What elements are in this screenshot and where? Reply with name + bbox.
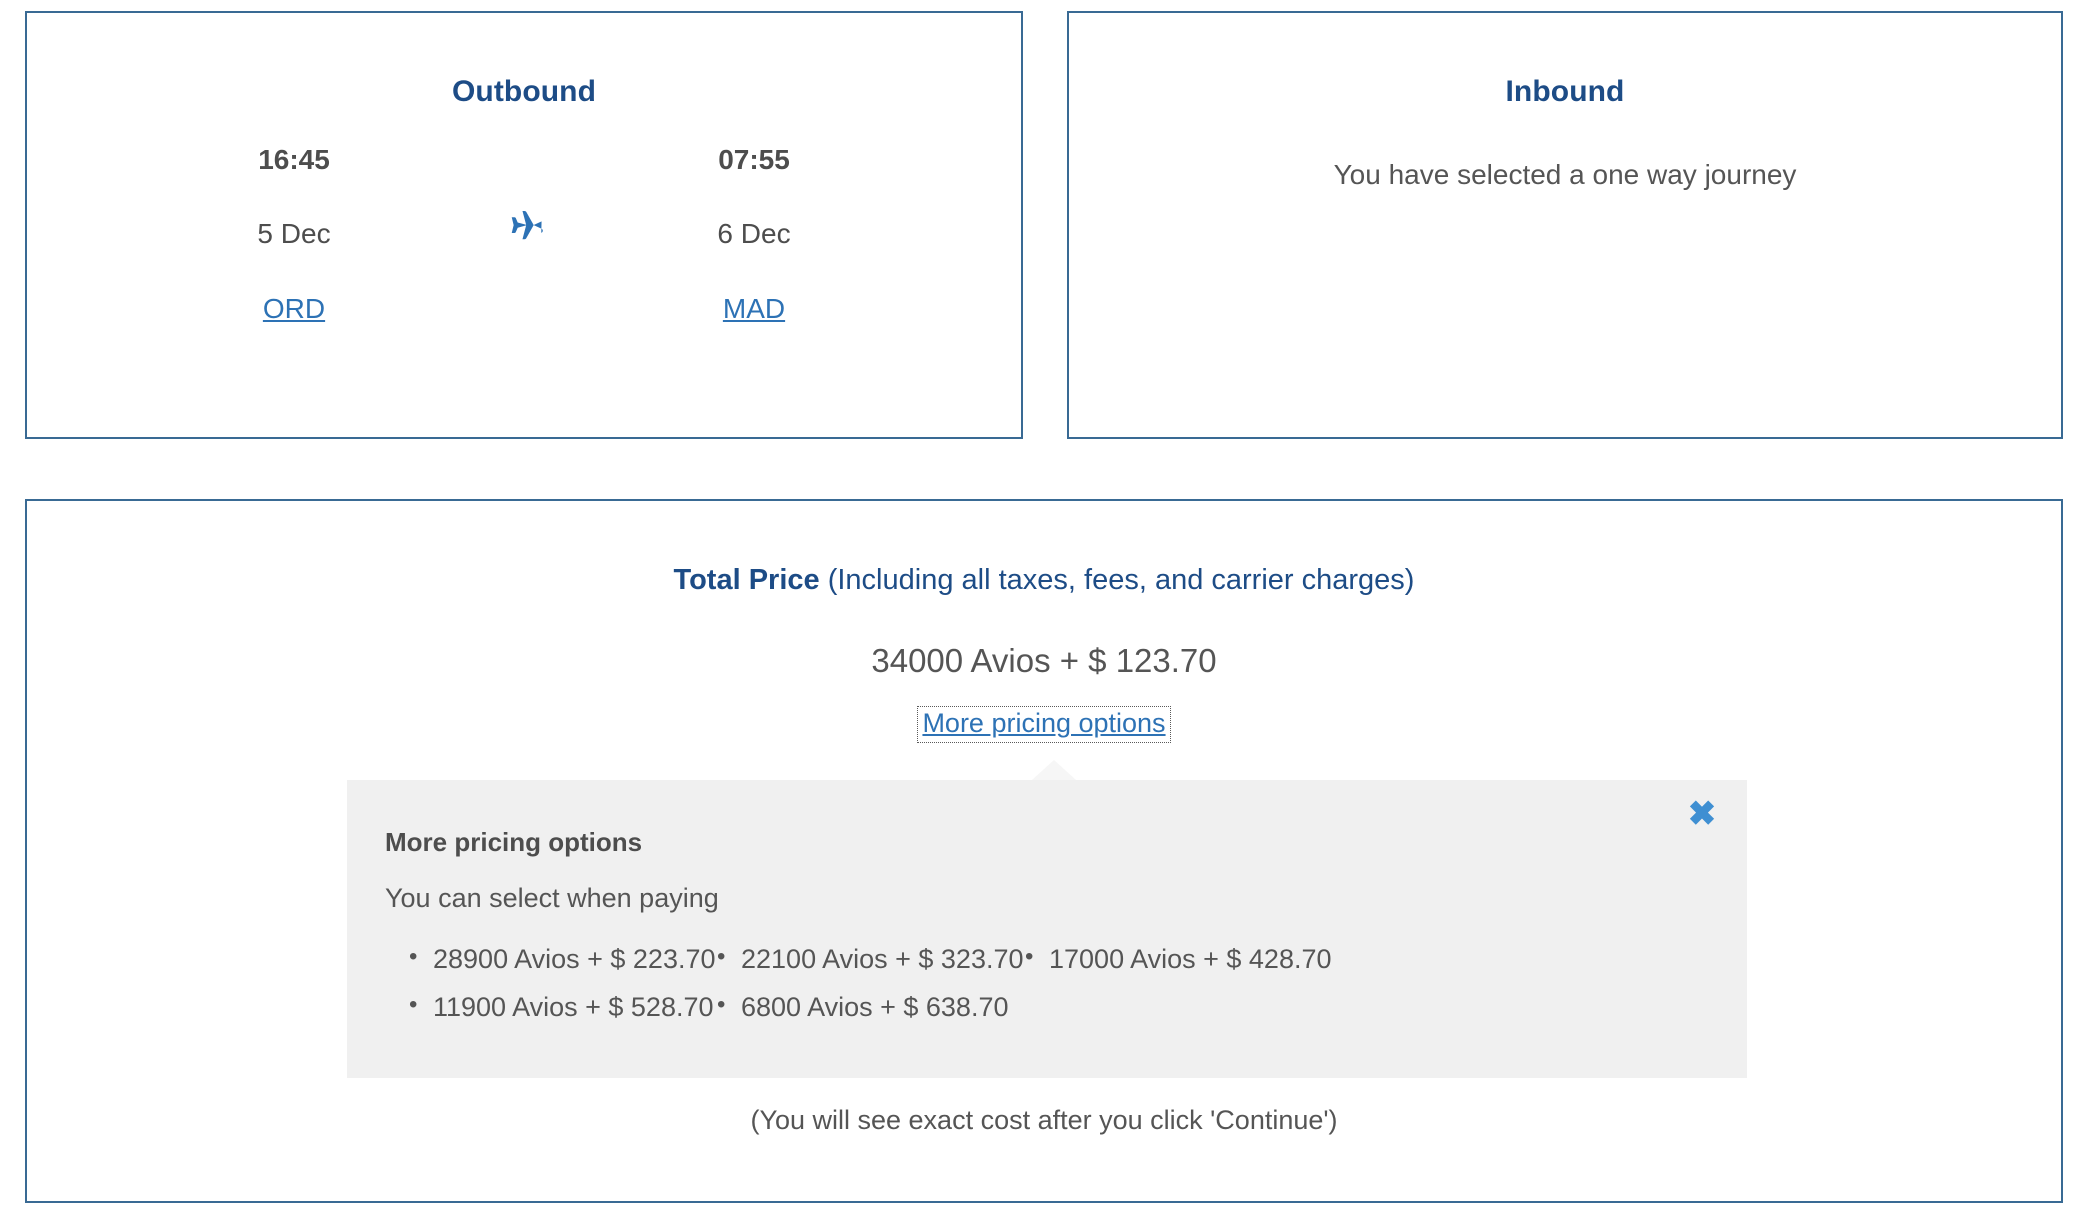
journey-cards-row: Outbound 16:45 5 Dec ORD 07:55: [25, 11, 2063, 439]
departure-airport-link[interactable]: ORD: [262, 292, 326, 324]
popover-caret-icon: [1032, 760, 1076, 780]
more-pricing-options-popover: ✖ More pricing options You can select wh…: [347, 760, 1747, 1078]
arrival-time: 07:55: [718, 144, 790, 175]
inbound-note: You have selected a one way journey: [1333, 159, 1797, 190]
arrival-date: 6 Dec: [717, 217, 791, 249]
outbound-departure-column: 16:45 5 Dec ORD: [144, 144, 444, 324]
total-price-heading: Total Price (Including all taxes, fees, …: [27, 563, 2061, 598]
inbound-card: Inbound You have selected a one way jour…: [1067, 11, 2063, 439]
arrival-airport-link[interactable]: MAD: [722, 292, 786, 324]
total-price-card: Total Price (Including all taxes, fees, …: [25, 499, 2063, 1203]
departure-date: 5 Dec: [257, 217, 331, 249]
close-icon[interactable]: ✖: [1687, 795, 1717, 833]
total-price-subtext: (Including all taxes, fees, and carrier …: [819, 564, 1415, 596]
list-item[interactable]: 28900 Avios + $ 223.70: [407, 943, 716, 975]
popover-subtitle: You can select when paying: [385, 883, 719, 913]
outbound-arrival-column: 07:55 6 Dec MAD: [604, 144, 904, 324]
price-footnote: (You will see exact cost after you click…: [750, 1105, 1338, 1135]
outbound-title: Outbound: [451, 75, 597, 108]
total-price-amount: 34000 Avios + $ 123.70: [871, 641, 1217, 679]
list-item[interactable]: 17000 Avios + $ 428.70: [1023, 943, 1332, 975]
outbound-card: Outbound 16:45 5 Dec ORD 07:55: [25, 11, 1023, 439]
more-pricing-options-link[interactable]: More pricing options: [917, 706, 1171, 744]
airplane-icon: [501, 205, 547, 251]
list-item[interactable]: 22100 Avios + $ 323.70: [715, 943, 1024, 975]
list-item[interactable]: 11900 Avios + $ 528.70: [407, 991, 714, 1023]
popover-title: More pricing options: [385, 827, 643, 857]
total-price-label: Total Price: [673, 564, 820, 596]
outbound-leg-grid: 16:45 5 Dec ORD 07:55 6 Dec MAD: [27, 144, 1021, 324]
inbound-title: Inbound: [1505, 75, 1625, 108]
more-pricing-options-wrap: More pricing options: [27, 706, 2061, 744]
departure-time: 16:45: [258, 144, 330, 175]
leg-separator: [444, 145, 604, 251]
list-item[interactable]: 6800 Avios + $ 638.70: [715, 991, 1008, 1023]
